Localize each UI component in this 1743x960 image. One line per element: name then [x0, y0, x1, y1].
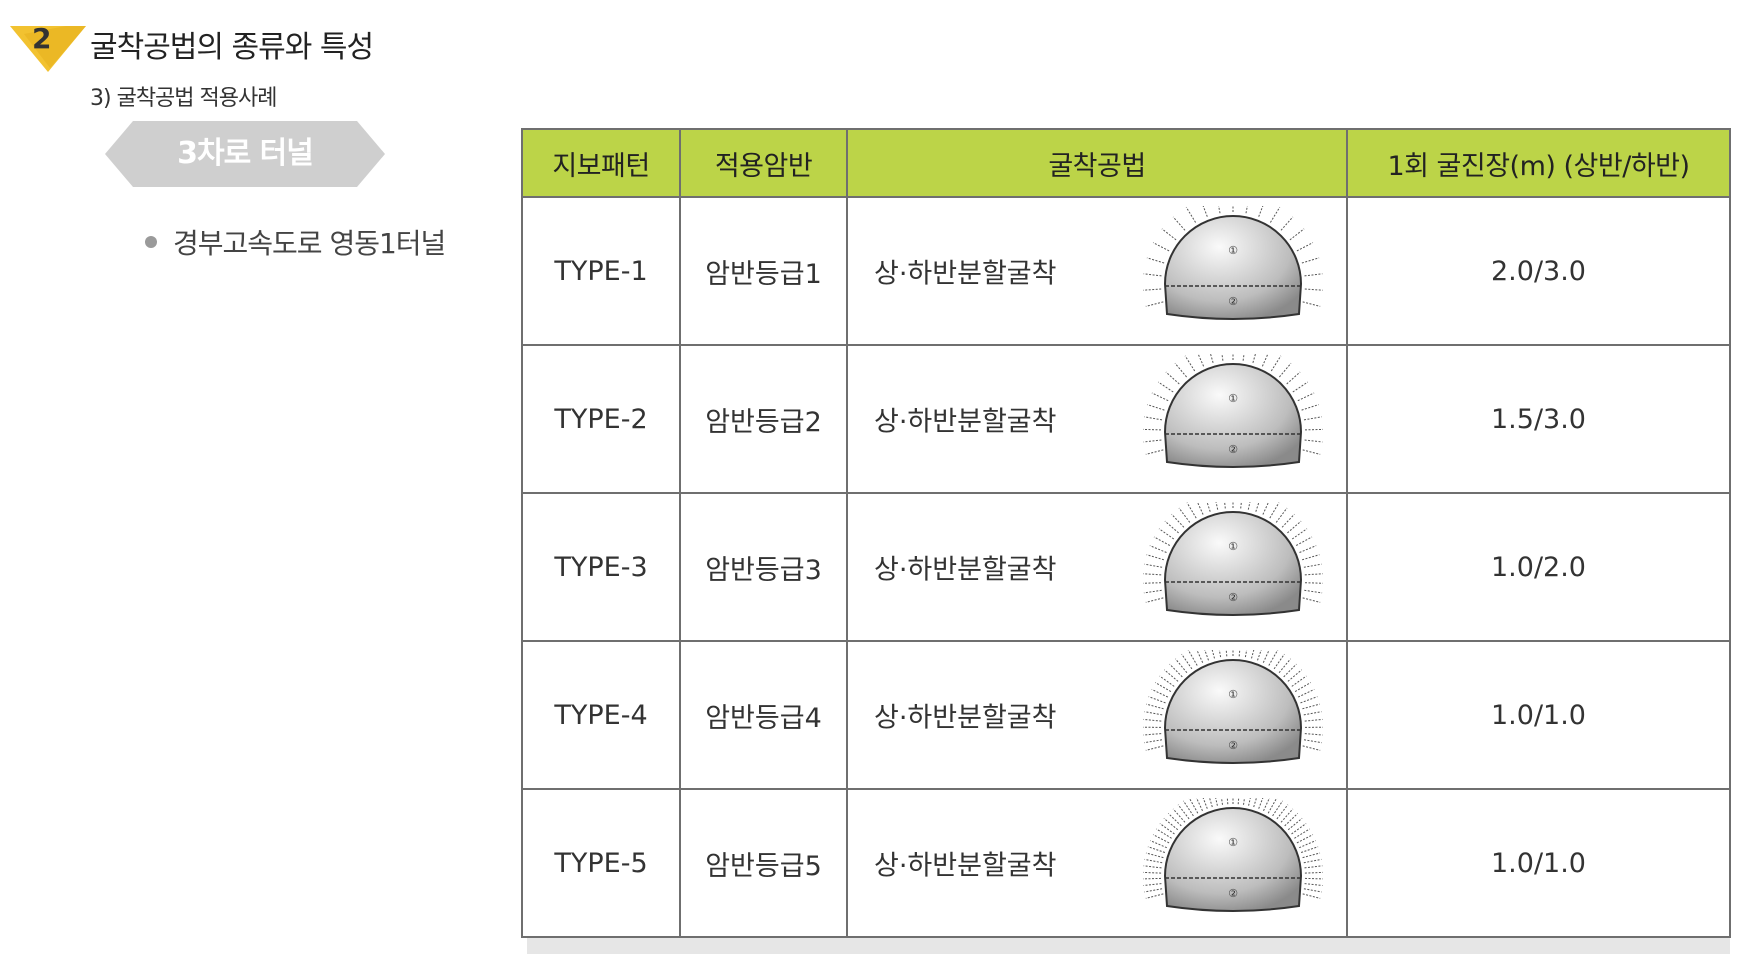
method-text: 상·하반분할굴착 [874, 702, 1057, 734]
cell-rock: 암반등급4 [679, 640, 848, 790]
cell-rock: 암반등급1 [679, 196, 848, 346]
svg-text:②: ② [1228, 443, 1238, 456]
cell-advance: 2.0/3.0 [1346, 196, 1731, 346]
tag-shape [105, 121, 385, 187]
cell-advance: 1.0/2.0 [1346, 492, 1731, 642]
category-tag-label: 3차로 터널 [177, 136, 314, 171]
cell-rock: 암반등급2 [679, 344, 848, 494]
tunnel-section-icon: ①② [1142, 354, 1324, 468]
svg-text:①: ① [1228, 540, 1238, 553]
method-text: 상·하반분할굴착 [874, 258, 1057, 290]
tunnel-section-icon: ①② [1142, 650, 1324, 764]
sub-title: 3) 굴착공법 적용사례 [90, 86, 277, 111]
svg-text:①: ① [1228, 836, 1238, 849]
column-header-pattern: 지보패턴 [521, 128, 681, 198]
excavation-table: 지보패턴 적용암반 굴착공법 1회 굴진장(m) (상반/하반) TYPE-1 … [521, 128, 1731, 938]
svg-text:①: ① [1228, 392, 1238, 405]
cell-advance: 1.0/1.0 [1346, 788, 1731, 938]
bullet-text: 경부고속도로 영동1터널 [173, 227, 446, 260]
cell-rock: 암반등급5 [679, 788, 848, 938]
section-badge-icon [10, 26, 86, 72]
tunnel-section-icon: ①② [1143, 206, 1323, 320]
tunnel-section-icon: ①② [1143, 502, 1323, 616]
svg-text:②: ② [1228, 295, 1238, 308]
svg-text:①: ① [1228, 244, 1238, 257]
method-text: 상·하반분할굴착 [874, 554, 1057, 586]
cell-advance: 1.0/1.0 [1346, 640, 1731, 790]
cell-pattern: TYPE-3 [521, 492, 681, 642]
cell-pattern: TYPE-1 [521, 196, 681, 346]
column-header-method: 굴착공법 [846, 128, 1348, 198]
svg-text:②: ② [1228, 591, 1238, 604]
cell-rock: 암반등급3 [679, 492, 848, 642]
column-header-advance: 1회 굴진장(m) (상반/하반) [1346, 128, 1731, 198]
bullet-dot-icon [145, 236, 157, 248]
tunnel-section-icon: ①② [1142, 798, 1324, 912]
cell-advance: 1.5/3.0 [1346, 344, 1731, 494]
svg-text:①: ① [1228, 688, 1238, 701]
bullet-item: 경부고속도로 영동1터널 [145, 222, 446, 262]
svg-text:②: ② [1228, 887, 1238, 900]
cell-pattern: TYPE-2 [521, 344, 681, 494]
column-header-rock: 적용암반 [679, 128, 848, 198]
cell-pattern: TYPE-5 [521, 788, 681, 938]
section-title: 굴착공법의 종류와 특성 [90, 30, 374, 65]
method-text: 상·하반분할굴착 [874, 406, 1057, 438]
section-number: 2 [32, 22, 52, 55]
method-text: 상·하반분할굴착 [874, 850, 1057, 882]
cell-pattern: TYPE-4 [521, 640, 681, 790]
table-header-row: 지보패턴 적용암반 굴착공법 1회 굴진장(m) (상반/하반) [521, 128, 1731, 198]
category-tag: 3차로 터널 [105, 121, 385, 187]
svg-text:②: ② [1228, 739, 1238, 752]
